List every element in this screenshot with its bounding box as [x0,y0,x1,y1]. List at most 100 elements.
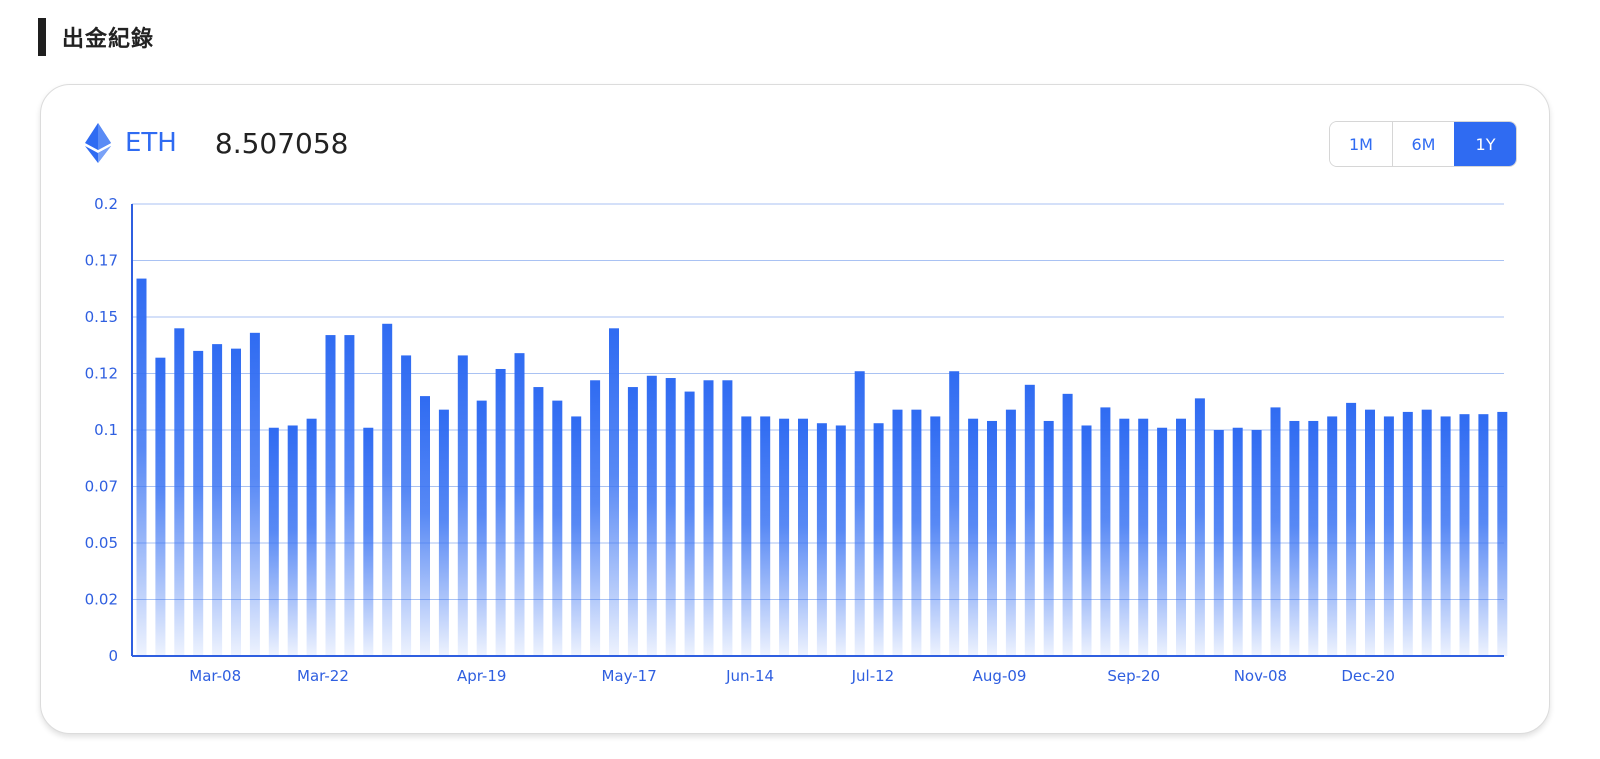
axes [131,204,1504,657]
x-tick-label: Aug-09 [973,667,1027,685]
bar [1459,414,1470,656]
bar [987,420,997,656]
bar [816,423,827,656]
bar [249,332,260,656]
bar [949,371,960,656]
bar [798,418,808,656]
bar [835,425,846,656]
bar [495,368,506,656]
bar [1270,407,1281,656]
range-button-1m[interactable]: 1M [1330,122,1392,166]
bar [193,350,204,656]
x-tick-label: Nov-08 [1234,667,1287,685]
bar [1478,414,1489,656]
bar [590,380,601,656]
x-tick-label: Apr-19 [457,667,507,685]
bar [155,357,166,656]
bar [363,427,374,656]
bar [1232,427,1243,656]
bars [136,278,1508,656]
x-tick-label: Dec-20 [1341,667,1395,685]
bar [1024,384,1035,656]
x-tick-label: May-17 [601,667,656,685]
bar [1005,409,1016,656]
x-tick-label: Sep-20 [1107,667,1160,685]
bar [1251,430,1262,656]
y-tick-label: 0.12 [85,365,118,383]
coin-summary: ETH 8.507058 [85,121,348,165]
bar [306,418,317,656]
range-button-6m[interactable]: 6M [1392,122,1454,166]
y-tick-label: 0.07 [85,478,118,496]
bar [1119,418,1130,656]
bar [571,416,582,656]
bar [136,278,147,656]
bar [438,409,449,656]
section-header: 出金紀錄 [38,18,154,56]
range-button-1y[interactable]: 1Y [1454,122,1516,166]
bar [1157,427,1168,656]
bar [722,380,733,656]
bar [1062,393,1073,656]
bar [268,427,279,656]
ethereum-icon [85,123,111,163]
bar [533,387,544,656]
bar [646,375,657,656]
bar [1346,402,1357,656]
bar [344,335,355,656]
bar [231,348,241,656]
bar [703,380,714,656]
bar [1327,416,1338,656]
bar [1383,416,1394,656]
bar [779,418,790,656]
bar [514,353,525,656]
section-title: 出金紀錄 [62,27,155,52]
bar [382,323,393,656]
y-tick-label: 0.2 [94,195,118,213]
bar [1138,418,1149,656]
section-accent-bar [38,18,46,56]
x-tick-label: Jul-12 [851,667,895,685]
bar [1194,398,1205,656]
bar [1289,420,1300,656]
bar [854,371,865,656]
y-tick-label: 0.05 [85,534,118,552]
bar [212,344,223,656]
y-tick-label: 0.1 [94,421,118,439]
y-tick-label: 0 [108,647,118,665]
bar [1365,409,1375,656]
y-tick-label: 0.02 [85,591,118,609]
bar [873,423,884,656]
x-tick-labels: Mar-08 Mar-22 Apr-19 May-17 Jun-14 Jul-12 Aug-… [189,667,1395,685]
bar [401,355,412,656]
bar [420,396,430,656]
bar [1100,407,1111,656]
bar [1497,411,1508,656]
bar [1421,409,1432,656]
bar [287,425,298,656]
bar [1440,416,1451,656]
bar [1043,420,1054,656]
bar [968,418,979,656]
bar [552,400,563,656]
x-tick-label: Jun-14 [725,667,774,685]
bar [457,355,468,656]
bar [174,328,185,656]
bar [684,391,695,656]
bar [325,335,336,656]
bar [665,378,676,656]
coin-amount: 8.507058 [214,126,349,160]
x-tick-label: Mar-22 [297,667,349,685]
bar [627,387,638,656]
time-range-selector: 1M 6M 1Y [1329,121,1517,167]
bar [741,416,752,656]
bar [760,416,771,656]
x-tick-label: Mar-08 [189,667,241,685]
bar [892,409,903,656]
coin-symbol: ETH [125,128,177,158]
bar [1213,430,1224,656]
bar [1176,418,1186,656]
y-tick-label: 0.15 [85,308,118,326]
bar [1081,425,1092,656]
